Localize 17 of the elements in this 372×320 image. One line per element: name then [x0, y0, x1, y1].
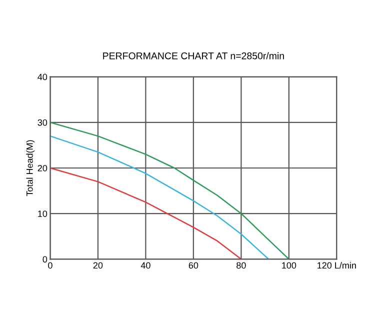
line-series [50, 122, 290, 260]
x-tick-label: 60 [188, 262, 198, 269]
y-tick-label: 0 [42, 256, 48, 263]
x-tick-label: 120 L/min [318, 262, 356, 269]
y-tick-label: 30 [38, 119, 48, 126]
line-series [50, 135, 270, 260]
y-axis-title: Total Head(M) [26, 140, 35, 196]
line-series [50, 167, 242, 260]
y-tick-label: 10 [38, 210, 48, 217]
x-tick-label: 40 [140, 262, 150, 269]
x-tick-label: 20 [93, 262, 103, 269]
y-tick-label: 20 [38, 164, 48, 172]
x-tick-label: 0 [48, 262, 52, 269]
x-tick-label: 80 [236, 262, 246, 269]
x-tick-label: 100 [282, 262, 296, 269]
chart-title: PERFORMANCE CHART AT n=2850r/min [103, 52, 284, 60]
y-tick-label: 40 [38, 74, 48, 80]
